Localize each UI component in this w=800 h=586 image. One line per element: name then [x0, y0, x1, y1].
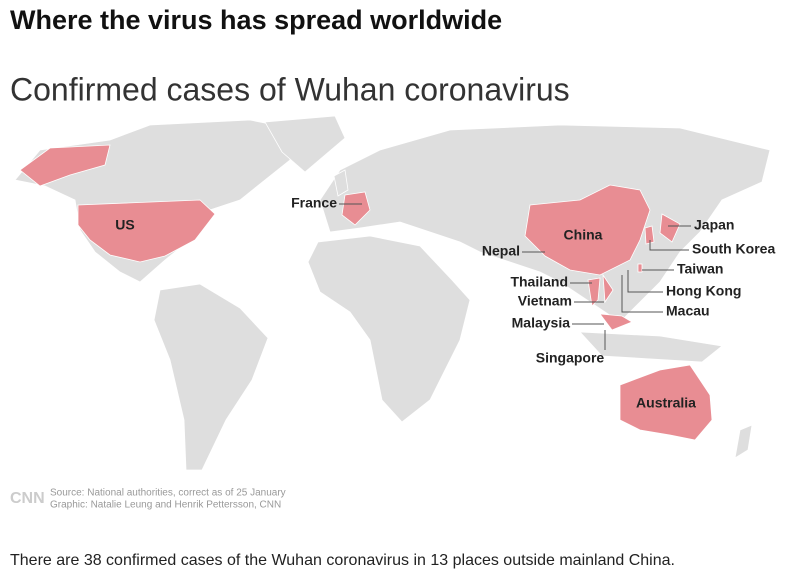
country-label: Japan	[694, 217, 734, 233]
japan	[659, 213, 681, 243]
taiwan	[637, 263, 643, 273]
leader-line	[627, 270, 663, 293]
country-label: Hong Kong	[666, 283, 741, 299]
leader-line	[649, 240, 689, 251]
leader-line	[621, 275, 663, 313]
source: Source: National authorities, correct as…	[50, 488, 286, 499]
australia	[619, 364, 713, 441]
thailand	[587, 277, 601, 307]
country-label: Taiwan	[677, 261, 723, 277]
south-korea	[644, 225, 655, 245]
logo: CNN	[10, 490, 45, 507]
new-zealand	[734, 424, 753, 459]
indonesia	[579, 331, 723, 363]
country-label: Macau	[666, 303, 710, 319]
vietnam	[602, 273, 614, 304]
china	[524, 184, 651, 276]
africa	[307, 235, 471, 423]
caption: There are 38 confirmed cases of the Wuha…	[10, 552, 675, 569]
country-label: US	[115, 217, 134, 233]
world-map: US France China Nepal Japan South Korea …	[14, 115, 775, 471]
south-america	[153, 283, 269, 471]
country-label: Thailand	[510, 274, 568, 290]
title: Where the virus has spread worldwide	[10, 5, 502, 35]
france	[341, 191, 371, 226]
us	[77, 199, 216, 263]
country-label: Nepal	[482, 243, 520, 259]
country-label: Australia	[636, 395, 696, 411]
country-label: Malaysia	[512, 315, 571, 331]
country-label: France	[291, 195, 337, 211]
country-label: China	[564, 227, 603, 243]
malaysia	[599, 313, 633, 331]
country-label: Vietnam	[518, 293, 572, 309]
country-label: Singapore	[536, 350, 605, 366]
subtitle: Confirmed cases of Wuhan coronavirus	[10, 71, 570, 107]
us-alaska	[19, 144, 111, 187]
credit: Graphic: Natalie Leung and Henrik Petter…	[50, 500, 281, 511]
greenland	[264, 115, 346, 173]
uk	[333, 169, 349, 197]
country-label: South Korea	[692, 241, 775, 257]
